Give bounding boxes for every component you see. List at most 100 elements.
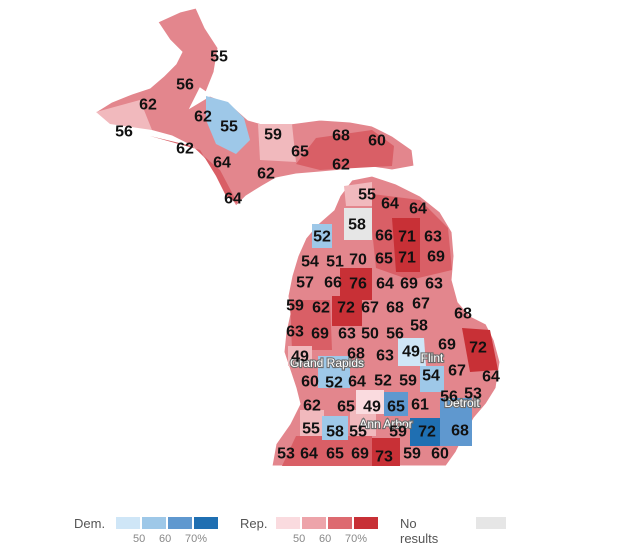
county-value-label: 50 xyxy=(361,326,379,343)
region-tint xyxy=(150,136,238,204)
region-tint xyxy=(410,418,440,446)
county-value-label: 56 xyxy=(440,389,458,406)
region-tint xyxy=(332,296,362,326)
county-value-label: 67 xyxy=(412,296,430,313)
county-value-label: 49 xyxy=(363,399,381,416)
legend-rep-tick: 70% xyxy=(345,533,368,545)
region-tint xyxy=(206,96,250,154)
county-value-label: 59 xyxy=(286,298,304,315)
region-tint xyxy=(356,390,384,414)
legend-dem-tick: 70% xyxy=(185,533,208,545)
legend-rep-swatch xyxy=(354,517,378,529)
city-label: Ann Arbor xyxy=(359,417,412,431)
county-value-label: 55 xyxy=(220,119,238,136)
legend-dem-swatch xyxy=(116,517,140,529)
region-tint xyxy=(258,124,296,162)
county-value-label: 67 xyxy=(448,363,466,380)
county-value-label: 69 xyxy=(438,337,456,354)
county-value-label: 72 xyxy=(337,300,355,317)
region-tint xyxy=(440,398,472,446)
city-label: Detroit xyxy=(444,396,480,410)
region-tint xyxy=(312,224,332,248)
county-value-label: 55 xyxy=(210,49,228,66)
county-value-label: 58 xyxy=(348,217,366,234)
region-tint xyxy=(300,410,324,436)
county-value-label: 60 xyxy=(368,133,386,150)
county-value-label: 64 xyxy=(224,191,242,208)
county-value-label: 63 xyxy=(424,229,442,246)
map-region-tints xyxy=(96,96,498,466)
county-value-label: 62 xyxy=(312,300,330,317)
county-value-label: 56 xyxy=(176,77,194,94)
county-value-label: 60 xyxy=(301,374,319,391)
region-tint xyxy=(398,338,426,366)
county-value-label: 65 xyxy=(326,446,344,463)
county-value-label: 65 xyxy=(337,399,355,416)
region-tint xyxy=(96,100,152,130)
legend-dem-swatch xyxy=(168,517,192,529)
county-value-label: 52 xyxy=(313,229,331,246)
county-value-label: 69 xyxy=(427,249,445,266)
region-tint xyxy=(370,438,400,466)
county-value-label: 65 xyxy=(375,251,393,268)
legend-rep-title: Rep. xyxy=(240,516,268,531)
region-tint xyxy=(420,366,444,392)
county-value-label: 52 xyxy=(325,375,343,392)
legend-no-results-title: No results xyxy=(400,516,439,546)
county-value-label: 49 xyxy=(402,344,420,361)
county-value-label: 63 xyxy=(338,326,356,343)
region-tint xyxy=(290,300,332,350)
county-value-label: 64 xyxy=(409,201,427,218)
county-value-label: 63 xyxy=(376,348,394,365)
legend-rep-swatch xyxy=(328,517,352,529)
county-value-label: 62 xyxy=(176,141,194,158)
county-value-label: 52 xyxy=(374,373,392,390)
county-value-label: 70 xyxy=(349,252,367,269)
legend-dem-title: Dem. xyxy=(74,516,106,531)
county-value-label: 60 xyxy=(431,446,449,463)
county-value-label: 62 xyxy=(194,109,212,126)
county-value-label: 68 xyxy=(451,423,469,440)
county-value-label: 55 xyxy=(302,421,320,438)
region-tint xyxy=(344,208,372,240)
county-value-label: 65 xyxy=(387,399,405,416)
county-value-label: 55 xyxy=(358,187,376,204)
county-value-label: 59 xyxy=(399,373,417,390)
region-tint xyxy=(384,392,408,416)
legend-dem-swatch xyxy=(194,517,218,529)
region-tint xyxy=(462,328,498,372)
county-value-label: 63 xyxy=(425,276,443,293)
county-value-label: 64 xyxy=(482,369,500,386)
county-value-label: 58 xyxy=(326,424,344,441)
region-tint xyxy=(350,410,376,436)
legend-rep-swatch xyxy=(276,517,300,529)
county-value-label: 49 xyxy=(291,349,309,366)
region-tint xyxy=(344,182,372,206)
county-value-label: 66 xyxy=(324,275,342,292)
legend-dem-tick: 50 xyxy=(133,533,146,545)
county-value-label: 53 xyxy=(277,446,295,463)
region-tint xyxy=(288,346,312,366)
county-value-label: 56 xyxy=(386,326,404,343)
county-value-label: 54 xyxy=(422,368,440,385)
county-value-label: 71 xyxy=(398,250,416,267)
legend-rep-swatch xyxy=(302,517,326,529)
county-value-label: 56 xyxy=(115,124,133,141)
region-tint xyxy=(282,436,372,466)
county-value-label: 72 xyxy=(418,424,436,441)
region-tint xyxy=(296,130,394,170)
county-value-label: 53 xyxy=(464,386,482,403)
region-tint xyxy=(322,416,348,440)
legend-dem-tick: 60 xyxy=(159,533,172,545)
county-value-label: 65 xyxy=(291,144,309,161)
county-value-label: 73 xyxy=(375,449,393,466)
city-label: Grand Rapids xyxy=(290,356,364,370)
county-value-label: 69 xyxy=(400,276,418,293)
county-value-label: 72 xyxy=(469,340,487,357)
county-value-label: 68 xyxy=(454,306,472,323)
county-value-label: 55 xyxy=(349,424,367,441)
county-value-label: 59 xyxy=(389,424,407,441)
legend: Dem. 50 60 70% Rep. 50 60 70% No results xyxy=(0,514,625,547)
county-value-label: 64 xyxy=(300,446,318,463)
